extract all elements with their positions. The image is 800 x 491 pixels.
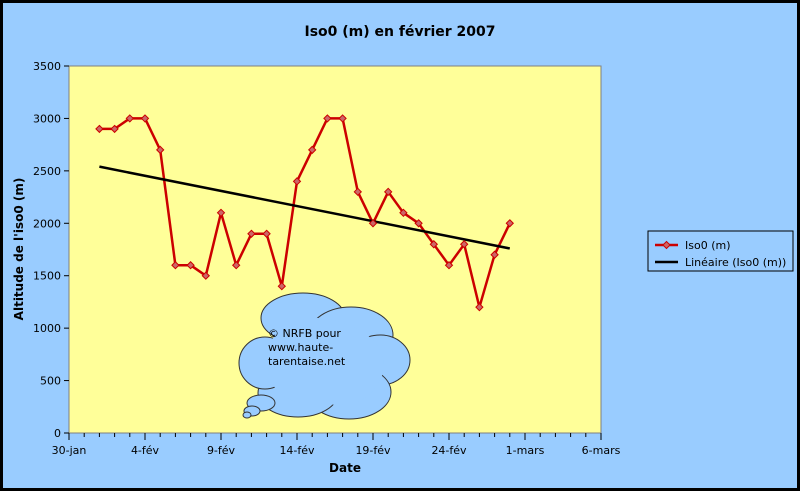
data-point — [338, 114, 347, 123]
data-point — [323, 114, 332, 123]
data-point — [459, 240, 469, 249]
data-point — [277, 281, 287, 291]
x-tick-label: 19-fév — [355, 444, 391, 457]
data-point — [368, 219, 378, 228]
legend-box — [647, 230, 794, 272]
y-tick-label: 1000 — [33, 322, 61, 335]
y-axis-title: Altitude de l'iso0 (m) — [12, 178, 26, 321]
data-point — [307, 145, 317, 155]
data-point — [490, 250, 499, 259]
x-tick-label: 4-fév — [131, 444, 160, 457]
data-point — [110, 124, 119, 134]
data-point — [95, 124, 104, 134]
annotation-text: © NRFB pour www.haute- tarentaise.net — [268, 327, 346, 368]
data-point — [475, 302, 484, 312]
series-layer — [95, 114, 515, 312]
y-tick-label: 3500 — [33, 60, 61, 73]
x-tick-label: 24-fév — [431, 444, 467, 457]
chart: Iso0 (m) en février 2007 0 500 1000 1500 200… — [12, 24, 794, 475]
y-tick-label: 1500 — [33, 270, 61, 283]
data-point — [247, 229, 256, 238]
legend-label-iso0: Iso0 (m) — [685, 239, 731, 252]
trendline — [99, 165, 511, 250]
y-tick-label: 2000 — [33, 217, 61, 230]
data-point — [444, 261, 454, 270]
data-point — [140, 114, 150, 123]
x-tick-label: 14-fév — [279, 444, 315, 457]
data-point — [171, 261, 180, 270]
data-point — [186, 261, 195, 270]
x-axis-title: Date — [329, 461, 361, 475]
x-tick-label: 6-mars — [582, 444, 621, 457]
x-tick-label: 30-jan — [52, 444, 87, 457]
y-tick-label: 0 — [54, 427, 61, 440]
legend-marker-iso0 — [662, 240, 671, 250]
data-point — [414, 219, 423, 228]
chart-frame: Iso0 (m) en février 2007 0 500 1000 1500 200… — [3, 3, 797, 488]
x-tick-label: 9-fév — [207, 444, 236, 457]
data-point — [383, 187, 393, 197]
data-point — [262, 229, 271, 238]
data-point — [429, 240, 439, 249]
data-point — [155, 145, 165, 155]
cloud-callout: © NRFB pour www.haute- tarentaise.net — [238, 292, 411, 420]
data-point — [353, 187, 363, 197]
y-axis: 0 500 1000 1500 2000 2500 3000 3500 — [33, 60, 69, 440]
data-point — [201, 271, 211, 280]
data-point — [216, 208, 226, 218]
y-tick-label: 2500 — [33, 165, 61, 178]
data-point — [292, 177, 302, 186]
x-tick-label: 1-mars — [506, 444, 545, 457]
legend-label-trend: Linéaire (Iso0 (m)) — [685, 256, 786, 269]
y-tick-label: 500 — [40, 375, 61, 388]
y-tick-label: 3000 — [33, 112, 61, 125]
legend: Iso0 (m) Linéaire (Iso0 (m)) — [647, 230, 794, 272]
data-point — [231, 261, 241, 270]
x-axis: 30-jan 4-fév 9-fév 14-fév 19-fév 24-fév 1-mars… — [52, 433, 621, 457]
chart-title: Iso0 (m) en février 2007 — [304, 24, 495, 40]
series-line-iso0 — [99, 117, 511, 309]
data-point — [399, 208, 408, 218]
data-point — [125, 114, 135, 123]
data-point — [505, 219, 515, 228]
